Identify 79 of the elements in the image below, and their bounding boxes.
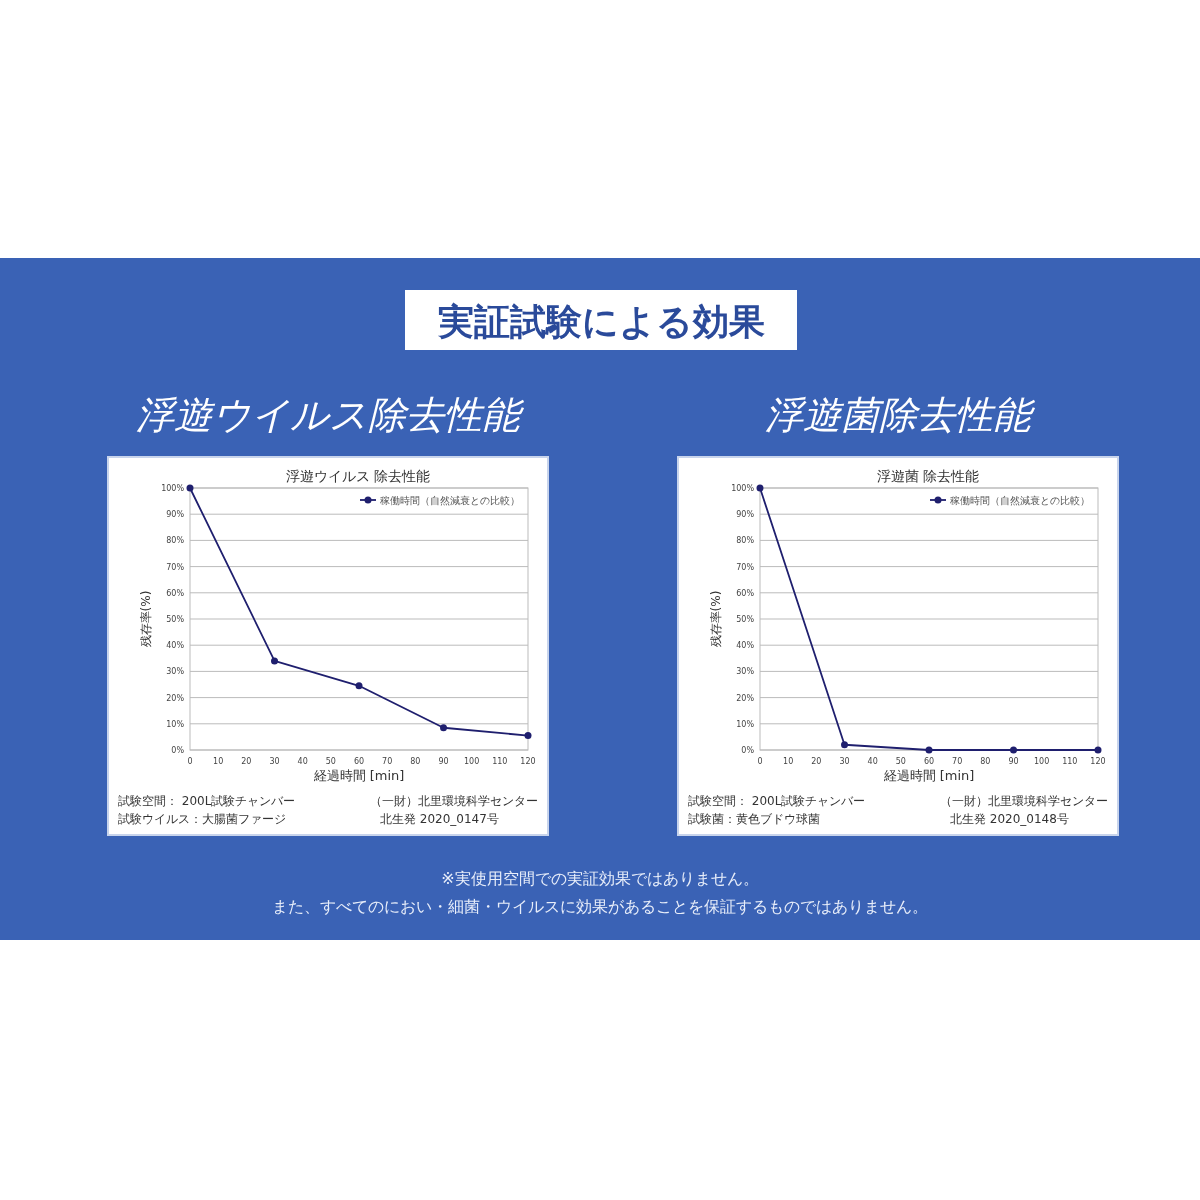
text: また、すべてのにおい・細菌・ウイルスに効果があることを保証するものではありません。: [272, 897, 928, 916]
point: [925, 746, 933, 754]
y-tick-label: 90%: [166, 510, 185, 520]
y-tick-label: 50%: [166, 615, 185, 624]
text: 実証試験による効果: [436, 301, 765, 342]
text: 北生発 2020_0148号: [950, 812, 1069, 826]
y-tick-label: 0%: [171, 746, 185, 755]
text: 試験空間： 200L試験チャンバー: [688, 794, 866, 808]
x-tick-label: 50: [325, 757, 336, 766]
chart-subtitle: 浮遊ウイルス除去性能: [136, 393, 525, 437]
chart-title: 浮遊菌 除去性能: [876, 468, 980, 484]
point: [524, 732, 532, 740]
chart-title: 浮遊ウイルス 除去性能: [285, 468, 431, 484]
x-tick-label: 40: [867, 757, 878, 766]
y-tick-label: 40%: [736, 641, 755, 651]
x-tick-label: 110: [492, 757, 508, 766]
y-tick-label: 60%: [736, 588, 755, 598]
x-tick-label: 30: [839, 757, 850, 766]
text: 試験ウイルス：大腸菌ファージ: [118, 812, 286, 826]
x-tick-label: 10: [783, 757, 794, 766]
text: （一財）北里環境科学センター: [940, 794, 1108, 808]
point: [756, 484, 764, 492]
text: （一財）北里環境科学センター: [370, 794, 538, 808]
legend-label: 稼働時間（自然減衰との比較）: [380, 495, 520, 506]
text: 試験空間： 200L試験チャンバー: [118, 794, 296, 808]
x-tick-label: 60: [923, 757, 935, 766]
x-tick-label: 110: [1062, 757, 1078, 766]
y-tick-label: 70%: [166, 562, 185, 572]
x-tick-label: 60: [353, 757, 365, 766]
x-tick-label: 30: [269, 757, 280, 766]
y-tick-label: 40%: [166, 641, 185, 651]
x-tick-label: 10: [213, 757, 224, 766]
point: [1010, 746, 1017, 754]
y-tick-label: 0%: [741, 746, 755, 755]
y-tick-label: 100%: [161, 484, 185, 493]
y-axis-title: 残存率(%): [709, 590, 723, 648]
point: [271, 657, 278, 665]
y-tick-label: 20%: [736, 693, 755, 703]
x-tick-label: 120: [1090, 757, 1106, 766]
y-tick-label: 80%: [166, 536, 185, 546]
text: 北生発 2020_0147号: [380, 812, 499, 826]
x-tick-label: 20: [241, 757, 252, 766]
legend-label: 稼働時間（自然減衰との比較）: [950, 495, 1090, 506]
x-axis-title: 経過時間 [min]: [882, 768, 975, 783]
x-tick-label: 80: [980, 757, 991, 766]
point: [1094, 746, 1102, 754]
text: 試験菌：黄色ブドウ球菌: [688, 812, 820, 826]
y-tick-label: 60%: [166, 588, 185, 598]
y-tick-label: 90%: [736, 510, 755, 520]
y-tick-label: 30%: [166, 667, 185, 677]
y-axis-title: 残存率(%): [139, 590, 153, 648]
x-tick-label: 50: [895, 757, 906, 766]
y-tick-label: 70%: [736, 562, 755, 572]
point: [841, 741, 848, 749]
y-tick-label: 10%: [736, 719, 755, 729]
y-tick-label: 20%: [166, 693, 185, 703]
x-tick-label: 20: [811, 757, 822, 766]
x-tick-label: 70: [952, 757, 963, 766]
point: [355, 682, 363, 690]
y-tick-label: 50%: [736, 615, 755, 624]
x-tick-label: 40: [297, 757, 308, 766]
x-tick-label: 120: [520, 757, 536, 766]
text: ※実使用空間での実証効果ではありません。: [441, 869, 759, 888]
x-tick-label: 70: [382, 757, 393, 766]
x-tick-label: 80: [410, 757, 421, 766]
y-tick-label: 10%: [166, 719, 185, 729]
chart-subtitle: 浮遊菌除去性能: [765, 393, 1036, 437]
x-tick-label: 0: [187, 757, 193, 766]
x-tick-label: 90: [1008, 757, 1019, 766]
y-tick-label: 30%: [736, 667, 755, 677]
y-tick-label: 100%: [731, 484, 755, 493]
x-tick-label: 100: [464, 757, 480, 766]
y-tick-label: 80%: [736, 536, 755, 546]
x-tick-label: 100: [1034, 757, 1050, 766]
x-axis-title: 経過時間 [min]: [312, 768, 405, 783]
x-tick-label: 0: [757, 757, 763, 766]
point: [440, 724, 447, 732]
point: [186, 484, 194, 492]
x-tick-label: 90: [438, 757, 449, 766]
